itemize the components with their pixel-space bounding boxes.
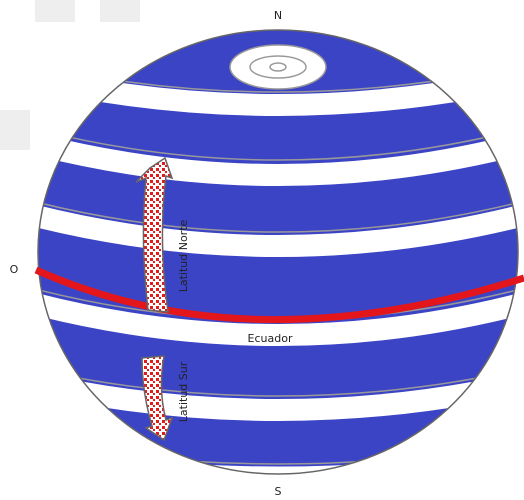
north-latitude-label: Latitud Norte	[177, 219, 190, 292]
equator-line	[34, 266, 524, 324]
north-label: N	[274, 9, 282, 22]
south-latitude-label: Latitud Sur	[177, 361, 190, 422]
south-arrow	[141, 355, 174, 442]
south-label: S	[275, 485, 282, 498]
west-label: O	[10, 263, 19, 276]
globe-outline	[37, 29, 519, 475]
equator-label: Ecuador	[248, 332, 293, 345]
globe-surface	[38, 30, 518, 474]
north-arrow	[135, 156, 174, 313]
watermark	[0, 0, 140, 150]
